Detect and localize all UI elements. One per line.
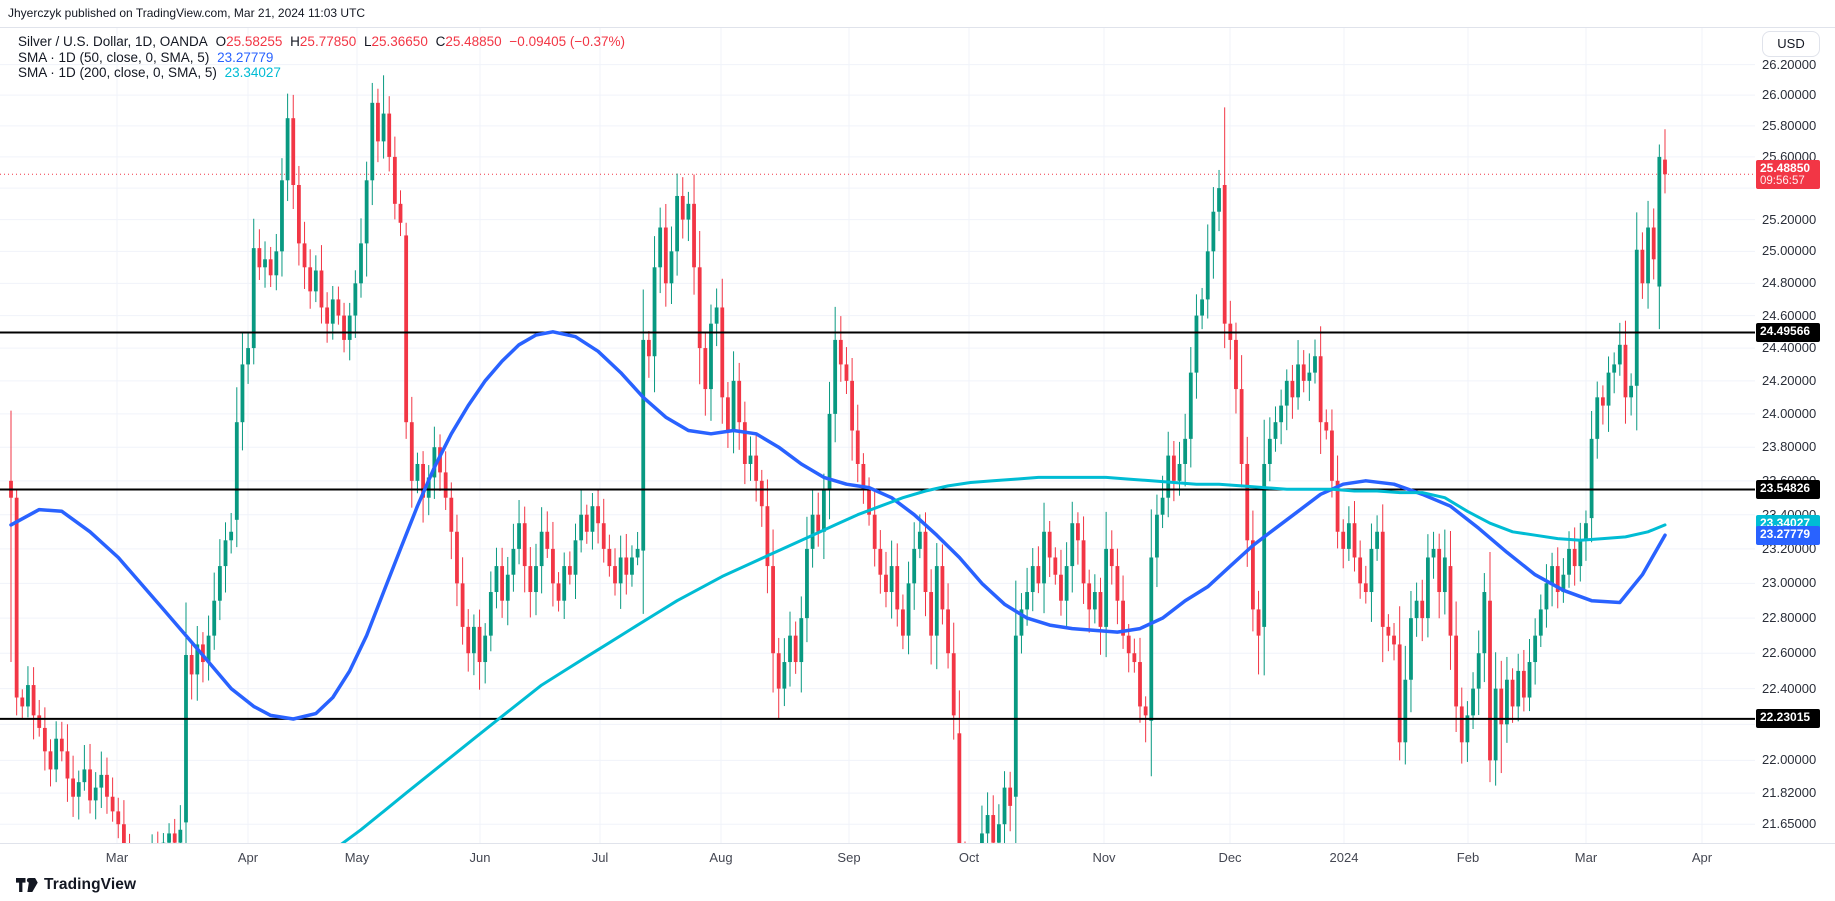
time-tick-label: Mar — [1574, 850, 1598, 865]
symbol-title: Silver / U.S. Dollar, 1D, OANDA — [18, 34, 208, 49]
level-price-label: 24.49566 — [1756, 322, 1820, 342]
close-value: 25.48850 — [445, 34, 502, 49]
change-value: −0.09405 (−0.37%) — [509, 34, 626, 49]
time-tick-label: 2024 — [1329, 850, 1359, 865]
time-tick-label: Mar — [105, 850, 129, 865]
open-value: 25.58255 — [226, 34, 283, 49]
sma200-legend-row[interactable]: SMA · 1D (200, close, 0, SMA, 5) 23.3402… — [18, 65, 625, 81]
time-tick-label: Oct — [958, 850, 980, 865]
price-tick-label: 21.65000 — [1762, 816, 1817, 832]
price-tick-label: 22.40000 — [1762, 680, 1817, 696]
sma200-label: SMA · 1D (200, close, 0, SMA, 5) — [18, 65, 217, 80]
price-tick-label: 24.20000 — [1762, 372, 1817, 388]
price-tick-label: 26.00000 — [1762, 87, 1817, 103]
close-label: C — [435, 34, 446, 49]
sma50-line[interactable] — [9, 330, 1667, 721]
time-tick-label: Sep — [837, 850, 861, 865]
price-tick-label: 22.00000 — [1762, 752, 1817, 768]
level-price-label: 23.54826 — [1756, 480, 1820, 500]
candlestick-series[interactable] — [9, 75, 1667, 843]
time-tick-label: Feb — [1456, 850, 1480, 865]
chart-legend: Silver / U.S. Dollar, 1D, OANDA O25.5825… — [18, 34, 625, 81]
chart-panel: Silver / U.S. Dollar, 1D, OANDA O25.5825… — [0, 27, 1835, 869]
time-tick-label: Jul — [591, 850, 609, 865]
price-chart[interactable] — [0, 28, 1835, 843]
attribution-text: Jhyerczyk published on TradingView.com, … — [8, 6, 366, 20]
price-tick-label: 22.60000 — [1762, 645, 1817, 661]
price-tick-label: 22.80000 — [1762, 610, 1817, 626]
time-tick-label: Jun — [469, 850, 491, 865]
price-tick-label: 26.20000 — [1762, 56, 1817, 72]
footer-logo[interactable]: TradingView — [16, 874, 136, 896]
price-tick-label: 25.00000 — [1762, 243, 1817, 259]
price-tick-label: 24.60000 — [1762, 307, 1817, 323]
high-value: 25.77850 — [299, 34, 357, 49]
high-label: H — [290, 34, 300, 49]
time-tick-label: Apr — [237, 850, 259, 865]
price-tick-label: 24.80000 — [1762, 275, 1817, 291]
sma50-value: 23.27779 — [217, 49, 274, 65]
time-tick-label: Nov — [1092, 850, 1116, 865]
level-price-label: 22.23015 — [1756, 709, 1820, 729]
time-tick-label: May — [344, 850, 370, 865]
low-label: L — [364, 34, 372, 49]
open-label: O — [215, 34, 227, 49]
price-tick-label: 21.82000 — [1762, 785, 1817, 801]
time-tick-label: Dec — [1218, 850, 1242, 865]
footer-brand-text: TradingView — [44, 876, 137, 893]
symbol-legend-row[interactable]: Silver / U.S. Dollar, 1D, OANDA O25.5825… — [18, 34, 625, 50]
price-tick-label: 25.80000 — [1762, 117, 1817, 133]
sma200-line[interactable] — [338, 475, 1667, 843]
price-tick-label: 23.80000 — [1762, 439, 1817, 455]
price-tick-label: 23.00000 — [1762, 575, 1817, 591]
time-tick-label: Apr — [1691, 850, 1713, 865]
sma50-legend-row[interactable]: SMA · 1D (50, close, 0, SMA, 5) 23.27779 — [18, 50, 625, 66]
price-tick-label: 24.40000 — [1762, 340, 1817, 356]
price-tick-label: 24.00000 — [1762, 405, 1817, 421]
time-axis[interactable]: Mar Apr May Jun Jul Aug Sep Oct Nov Dec 2024 Feb Mar… — [0, 843, 1835, 869]
price-tick-label: 25.20000 — [1762, 211, 1817, 227]
grid — [0, 28, 1755, 843]
time-tick-label: Aug — [709, 850, 733, 865]
sma-price-label: 23.27779 — [1756, 526, 1820, 546]
sma200-value: 23.34027 — [224, 65, 281, 80]
sma50-label: SMA · 1D (50, close, 0, SMA, 5) — [18, 49, 210, 65]
low-value: 25.36650 — [371, 34, 428, 49]
last-price-label: 25.48850 09:56:57 — [1756, 159, 1820, 189]
tradingview-logo-icon — [16, 877, 38, 892]
currency-toggle-button[interactable]: USD — [1762, 31, 1820, 57]
